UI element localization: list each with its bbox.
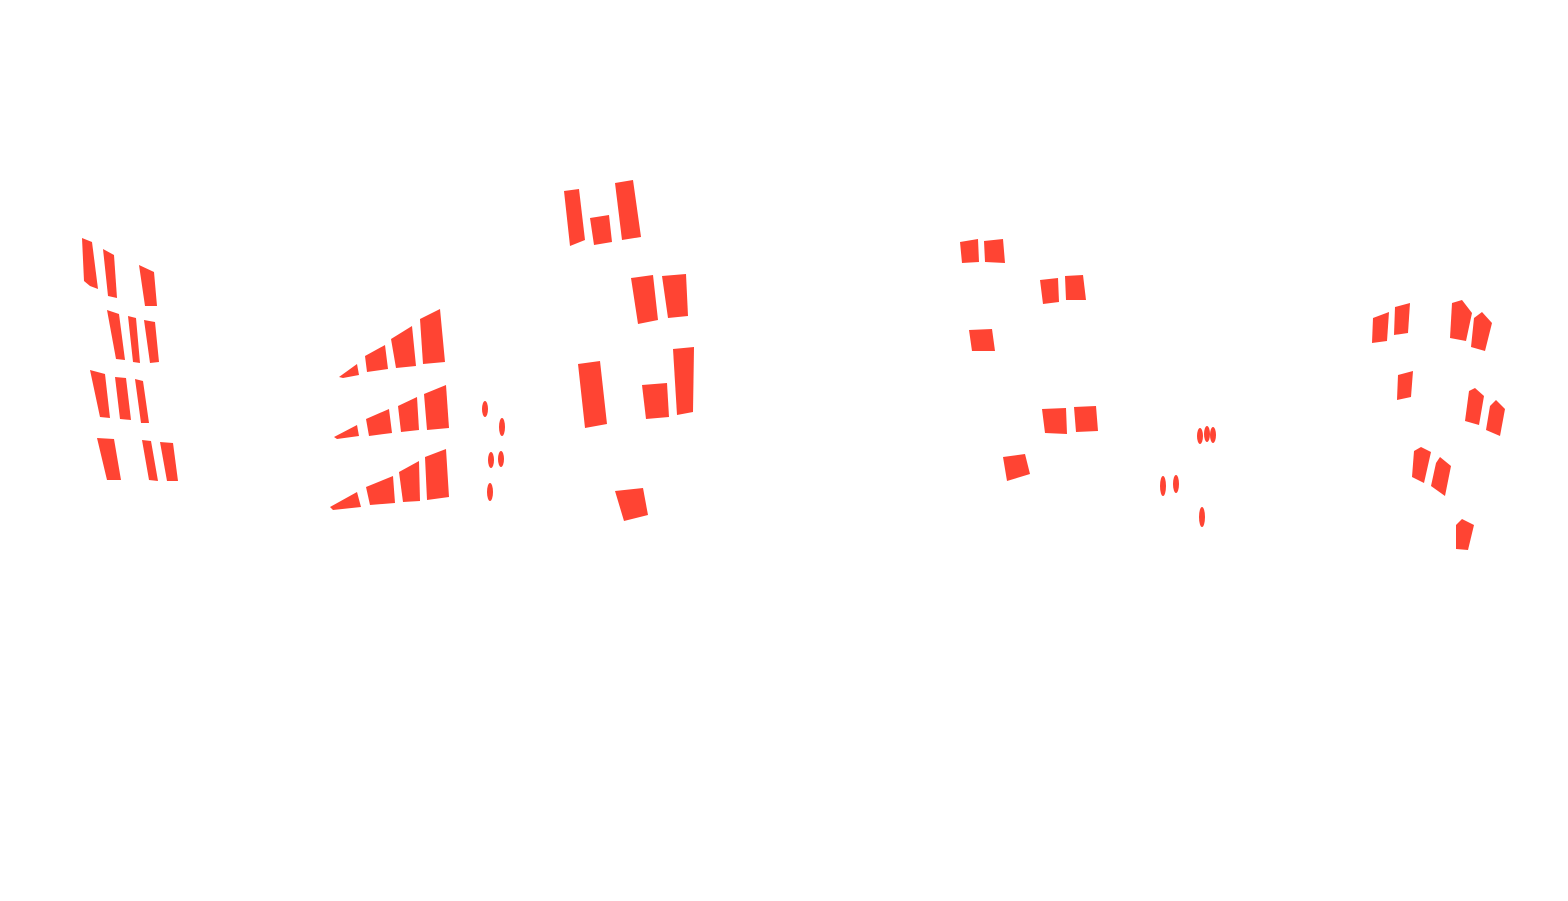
window-shape (662, 274, 688, 318)
window-shape (960, 239, 979, 263)
window-shape (115, 377, 131, 420)
window-shape (103, 249, 117, 298)
window-shape (420, 309, 445, 364)
window-shape (339, 364, 359, 378)
window-shape (97, 438, 121, 480)
window-shape (969, 329, 995, 351)
window-shape (1486, 400, 1505, 436)
window-shape (499, 418, 505, 436)
window-shape (128, 316, 140, 363)
window-shape (365, 345, 388, 372)
window-shape (1456, 519, 1474, 550)
window-shape (391, 326, 416, 368)
window-shape (1465, 388, 1484, 425)
building-right-center-block (960, 239, 1216, 527)
window-shape (107, 310, 125, 360)
window-shape (135, 379, 149, 423)
window-shape (398, 397, 419, 432)
window-shape (1394, 303, 1410, 335)
window-shape (615, 488, 648, 521)
window-shape (615, 180, 641, 240)
building-right-tower (1372, 300, 1505, 550)
window-shape (488, 452, 494, 468)
window-shape (642, 383, 669, 419)
window-shape (590, 215, 612, 245)
window-shape (673, 347, 694, 415)
window-shape (631, 275, 658, 324)
window-shape (144, 320, 159, 363)
window-shape (330, 492, 361, 510)
window-shape (425, 449, 449, 500)
window-shape (160, 442, 178, 481)
window-shape (366, 409, 392, 436)
window-shape (1160, 476, 1166, 496)
window-shape (424, 385, 449, 430)
window-shape (82, 238, 98, 289)
window-shape (139, 265, 157, 306)
window-shape (1210, 427, 1216, 443)
window-shape (90, 370, 110, 418)
window-shape (1450, 300, 1472, 341)
window-shape (1397, 371, 1413, 400)
window-shape (487, 483, 493, 501)
window-shape (399, 461, 420, 502)
window-shape (578, 361, 607, 428)
window-shape (1173, 475, 1179, 493)
window-shape (1003, 454, 1030, 481)
window-shape (1042, 408, 1067, 434)
window-shape (498, 451, 504, 467)
building-second-block (330, 309, 505, 510)
window-shape (1040, 278, 1059, 304)
window-shape (142, 440, 158, 481)
window-shape (1065, 275, 1086, 300)
window-shape (564, 189, 585, 246)
window-shape (334, 425, 359, 439)
window-shape (1204, 426, 1210, 442)
window-shape (1412, 447, 1431, 483)
window-shape (1471, 312, 1492, 351)
window-shape (482, 401, 488, 417)
window-shape (1372, 312, 1389, 343)
window-shape (1199, 507, 1205, 527)
window-shape (1197, 428, 1203, 444)
building-left-tower (82, 238, 178, 481)
window-shape (1074, 406, 1098, 432)
window-shape (366, 476, 395, 505)
window-shape (1431, 457, 1451, 496)
window-shape (984, 239, 1005, 263)
building-center-block (564, 180, 694, 521)
